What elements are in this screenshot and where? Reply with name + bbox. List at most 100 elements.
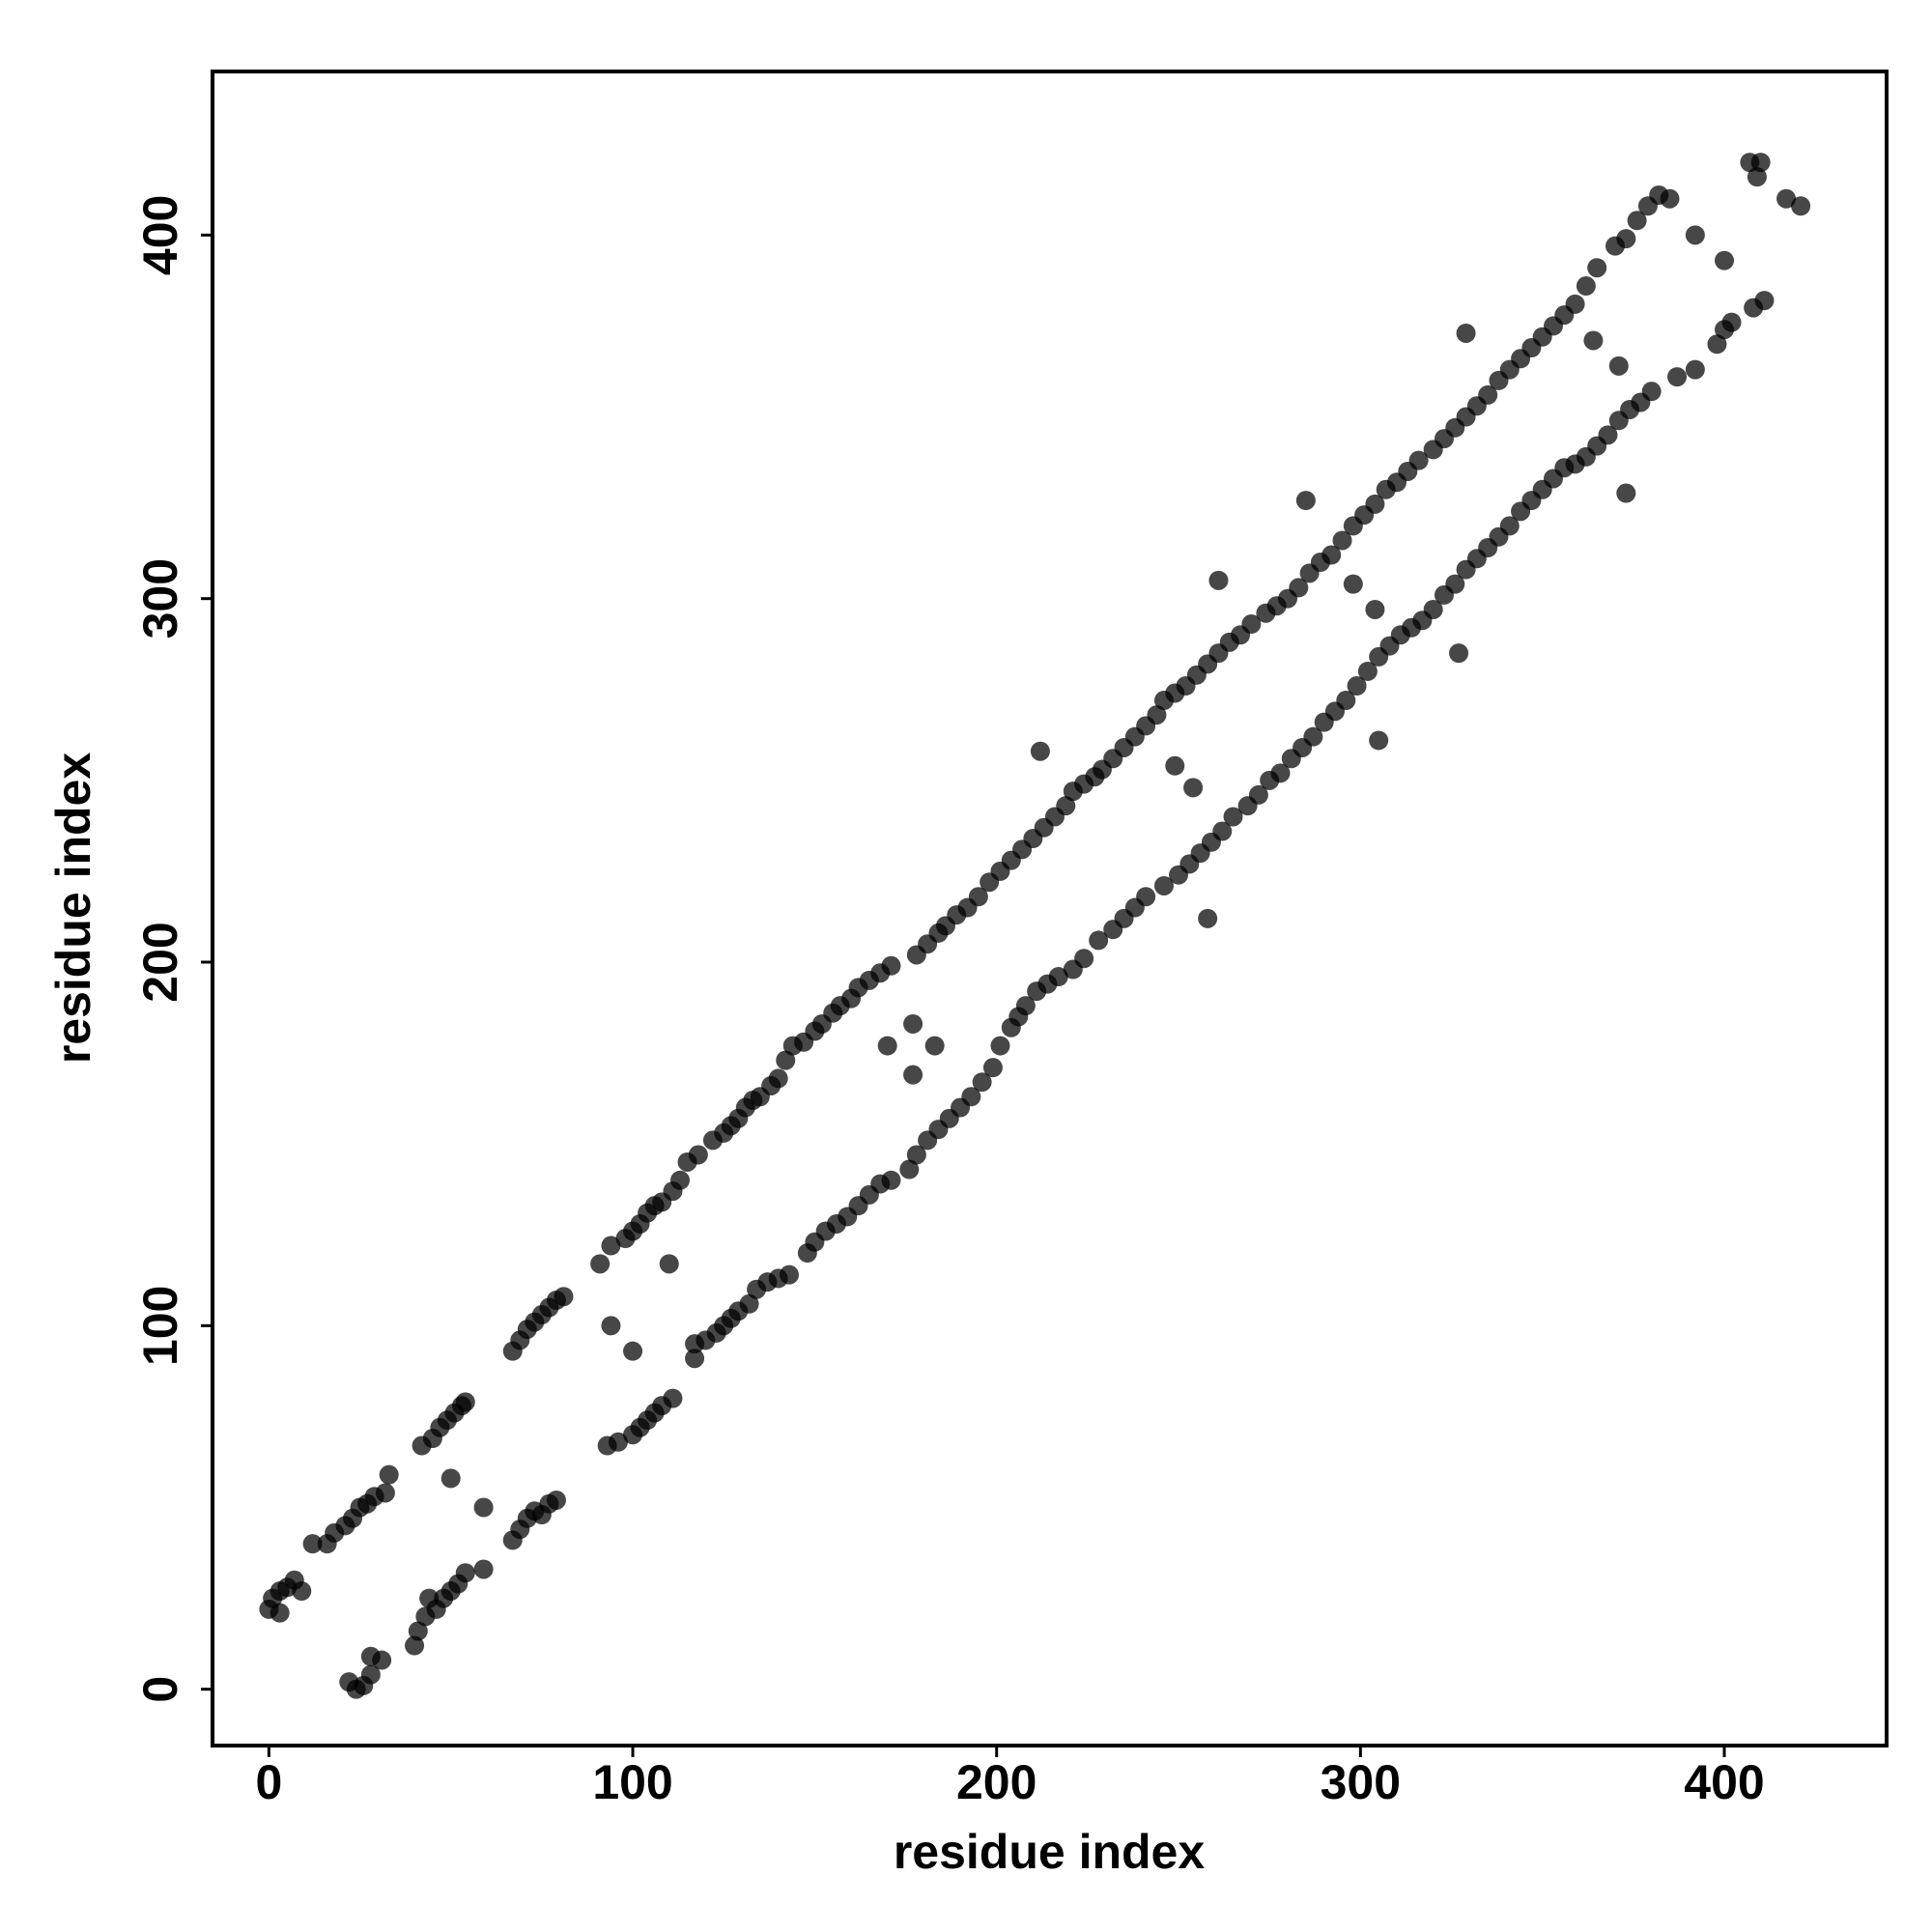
point xyxy=(903,1065,923,1085)
point xyxy=(270,1603,290,1623)
point xyxy=(659,1254,679,1274)
y-axis-title: residue index xyxy=(46,753,100,1065)
point xyxy=(1212,821,1233,841)
point xyxy=(473,1497,494,1518)
y-tick-label: 300 xyxy=(133,558,187,639)
point xyxy=(1332,530,1352,551)
point xyxy=(1074,949,1094,969)
point xyxy=(1365,599,1385,619)
point xyxy=(1321,545,1342,565)
point xyxy=(739,1293,759,1314)
point xyxy=(455,1563,475,1583)
point xyxy=(375,1483,395,1503)
point xyxy=(1598,425,1618,445)
point xyxy=(546,1490,566,1510)
point xyxy=(768,1068,788,1089)
point xyxy=(1223,807,1243,827)
point xyxy=(1616,229,1636,249)
point xyxy=(1289,578,1309,598)
point xyxy=(1343,574,1363,594)
x-tick-label: 200 xyxy=(956,1755,1037,1809)
point xyxy=(1750,153,1771,173)
point xyxy=(1721,312,1742,332)
point xyxy=(554,1287,574,1307)
point xyxy=(881,1170,901,1190)
point xyxy=(961,1087,981,1107)
point xyxy=(982,1058,1003,1078)
point xyxy=(1147,705,1167,725)
point xyxy=(1056,796,1076,816)
point xyxy=(1303,726,1323,747)
point xyxy=(1707,334,1727,355)
point xyxy=(1357,661,1378,681)
point xyxy=(1445,574,1465,594)
point xyxy=(1136,887,1156,907)
point xyxy=(972,1072,992,1093)
point xyxy=(1499,516,1520,536)
point xyxy=(1089,930,1109,951)
point xyxy=(440,1468,461,1489)
point xyxy=(1198,908,1218,928)
point xyxy=(1565,294,1585,314)
x-axis-title: residue index xyxy=(894,1825,1206,1879)
point xyxy=(780,1264,800,1285)
point xyxy=(1791,196,1811,216)
x-tick-label: 400 xyxy=(1684,1755,1764,1809)
x-tick-label: 300 xyxy=(1321,1755,1401,1809)
point xyxy=(1456,323,1476,343)
point xyxy=(1165,755,1185,776)
point xyxy=(990,1036,1010,1056)
point xyxy=(1587,258,1607,278)
point xyxy=(663,1388,683,1408)
point xyxy=(1423,599,1443,619)
point xyxy=(877,1036,897,1056)
point xyxy=(1616,483,1636,503)
point xyxy=(1248,784,1268,805)
point xyxy=(1641,382,1662,402)
point xyxy=(776,1050,796,1070)
point xyxy=(455,1392,475,1412)
point xyxy=(1715,250,1735,270)
point xyxy=(1408,450,1429,470)
point xyxy=(1685,225,1705,245)
point xyxy=(1449,643,1469,664)
y-tick-label: 0 xyxy=(133,1676,187,1703)
point xyxy=(1270,763,1291,783)
y-tick-label: 200 xyxy=(133,922,187,1002)
point xyxy=(1685,359,1705,380)
point xyxy=(1048,967,1068,987)
plot-frame xyxy=(211,70,1889,1747)
point xyxy=(1754,291,1775,311)
point xyxy=(1369,730,1389,751)
point xyxy=(881,955,901,976)
point xyxy=(601,1236,621,1256)
point xyxy=(906,1145,926,1165)
x-tick-label: 0 xyxy=(255,1755,282,1809)
point xyxy=(899,1159,920,1179)
y-tick-label: 400 xyxy=(133,195,187,275)
point xyxy=(670,1170,691,1190)
point xyxy=(1660,188,1680,209)
point xyxy=(608,1432,628,1452)
point xyxy=(1667,367,1688,387)
y-tick-label: 100 xyxy=(133,1286,187,1366)
point xyxy=(688,1145,708,1165)
point xyxy=(292,1581,312,1602)
point xyxy=(968,887,988,907)
point xyxy=(302,1534,323,1554)
point xyxy=(405,1635,425,1656)
point xyxy=(1208,570,1229,590)
point xyxy=(372,1650,392,1670)
point xyxy=(1015,996,1036,1016)
point xyxy=(379,1464,399,1485)
point xyxy=(685,1349,705,1369)
point xyxy=(1365,494,1385,514)
point xyxy=(1241,614,1262,635)
point xyxy=(1153,875,1174,895)
point xyxy=(360,1664,381,1685)
point xyxy=(1295,491,1316,511)
point xyxy=(473,1559,494,1579)
point xyxy=(1183,778,1204,798)
